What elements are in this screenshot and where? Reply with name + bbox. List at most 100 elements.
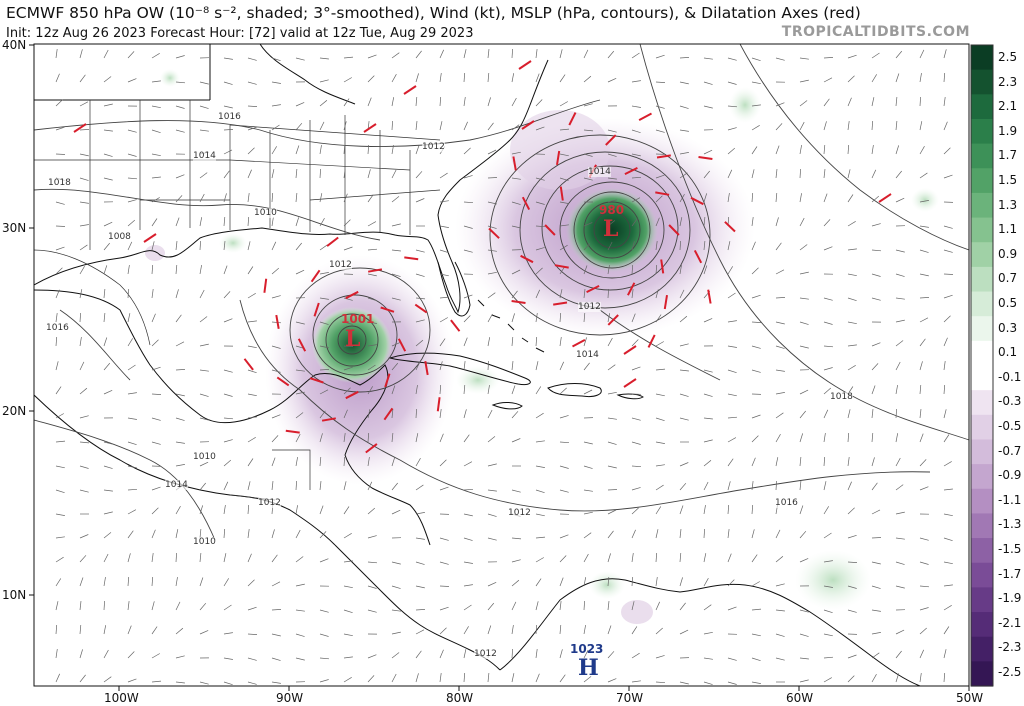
wind-barb	[199, 172, 208, 179]
wind-barb	[127, 509, 137, 515]
wind-barb	[319, 410, 326, 419]
wind-barb	[775, 57, 785, 61]
wind-barb	[919, 200, 929, 203]
wind-barb	[775, 345, 785, 349]
wind-barb	[871, 432, 874, 443]
colorbar-swatch	[971, 118, 993, 145]
wind-barb	[343, 193, 348, 203]
colorbar-tick-label: -1.9	[998, 591, 1022, 606]
wind-barb	[223, 505, 226, 515]
wind-barb	[559, 415, 569, 419]
wind-barb	[871, 561, 881, 565]
wind-barb	[895, 673, 900, 683]
wind-barb	[655, 314, 662, 323]
wind-barb	[103, 312, 106, 323]
wind-barb	[223, 459, 232, 467]
wind-barb	[847, 654, 857, 659]
wind-barb	[535, 73, 540, 83]
colorbar-tick-label: 1.1	[998, 222, 1018, 237]
wind-barb	[823, 677, 832, 683]
wind-barb	[103, 600, 105, 611]
wind-barb	[751, 146, 758, 155]
wind-barb	[823, 121, 827, 131]
dilatation-axis	[572, 339, 586, 348]
wind-barb	[463, 249, 473, 253]
wind-barb	[127, 199, 137, 203]
wind-barb	[79, 153, 89, 157]
wind-barb	[751, 125, 760, 131]
wind-barb	[439, 384, 442, 395]
wind-barb	[607, 625, 612, 635]
wind-barb	[271, 169, 275, 179]
wind-barb	[703, 578, 709, 587]
wind-barb	[487, 537, 497, 541]
wind-barb	[655, 368, 666, 371]
wind-barb	[55, 513, 65, 516]
wind-barb	[319, 531, 327, 539]
wind-barb	[199, 602, 207, 611]
wind-barb	[319, 79, 329, 83]
dilatation-axis	[623, 378, 637, 388]
wind-barb	[271, 295, 281, 299]
wind-barb	[415, 629, 425, 635]
wind-barb	[103, 577, 106, 587]
wind-barb	[919, 459, 927, 467]
wind-barb	[559, 101, 568, 107]
wind-barb	[295, 122, 303, 131]
colorbar-swatch	[971, 365, 993, 391]
wind-barb	[151, 417, 161, 421]
wind-barb	[151, 218, 158, 227]
wind-barb	[871, 674, 877, 683]
wind-barb	[703, 460, 712, 467]
wind-barb	[727, 504, 730, 515]
wind-barb	[607, 50, 615, 59]
colorbar-swatch	[971, 562, 993, 588]
colorbar-tick-label: 1.5	[998, 173, 1018, 187]
wind-barb	[751, 435, 759, 443]
wind-barb	[415, 561, 425, 565]
wind-barb	[151, 366, 161, 371]
wind-barb	[199, 482, 206, 491]
wind-barb	[775, 457, 779, 467]
wind-barb	[847, 609, 857, 613]
wind-barb	[463, 537, 473, 541]
wind-barb	[391, 652, 400, 659]
lon-label-80w: 80W	[446, 691, 474, 705]
wind-barb	[847, 561, 858, 563]
dilatation-axis	[544, 224, 556, 236]
colorbar-tick-label: 2.5	[998, 50, 1018, 64]
wind-barb	[415, 73, 419, 83]
wind-barb	[679, 315, 688, 323]
wind-barb	[391, 385, 396, 395]
wind-barb	[415, 585, 425, 589]
wind-barb	[511, 673, 515, 683]
wind-barb	[295, 657, 305, 661]
wind-barb	[871, 385, 876, 395]
wind-barb	[223, 393, 233, 397]
wind-barb	[559, 244, 568, 251]
wind-barb	[775, 217, 779, 227]
dilatation-axis	[559, 186, 564, 201]
dilatation-axis	[568, 112, 577, 126]
wind-barb	[103, 362, 111, 371]
wind-barb	[871, 297, 881, 301]
wind-barb	[583, 103, 593, 107]
wind-barb	[391, 631, 401, 635]
wind-barb	[919, 249, 929, 253]
wind-barb	[55, 578, 62, 587]
wind-barb	[919, 225, 929, 228]
wind-barb	[799, 505, 804, 515]
wind-barb	[871, 273, 881, 277]
wind-barb	[271, 529, 275, 539]
wind-barb	[535, 649, 538, 659]
wind-barb	[943, 225, 953, 229]
wind-barb	[943, 249, 953, 253]
wind-barb	[487, 581, 497, 587]
high-1023-pressure: 1023	[570, 642, 604, 656]
wind-barb	[727, 241, 731, 251]
wind-barb	[103, 153, 113, 157]
wind-barb	[415, 198, 425, 203]
wind-barb	[847, 169, 851, 179]
wind-barb	[463, 434, 470, 443]
wind-barb	[511, 411, 519, 419]
